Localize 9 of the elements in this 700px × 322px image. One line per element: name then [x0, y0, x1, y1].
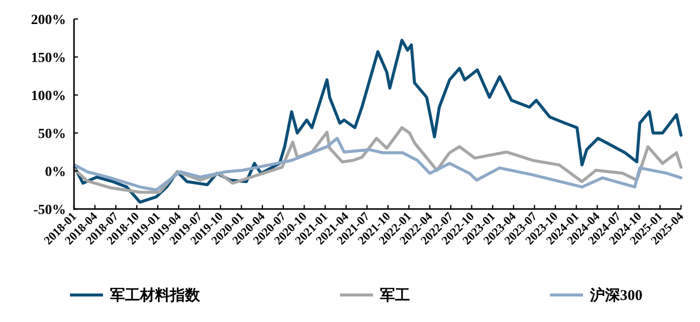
y-tick-label: 0% — [45, 165, 66, 180]
y-tick-label: -50% — [33, 203, 66, 218]
legend-label: 军工 — [380, 287, 410, 304]
y-tick-label: 150% — [31, 51, 66, 66]
legend-label: 军工材料指数 — [110, 287, 201, 304]
y-tick-label: 200% — [31, 13, 66, 28]
y-tick-label: 50% — [38, 127, 66, 142]
y-tick-label: 100% — [31, 89, 66, 104]
legend-label: 沪深300 — [589, 286, 642, 304]
